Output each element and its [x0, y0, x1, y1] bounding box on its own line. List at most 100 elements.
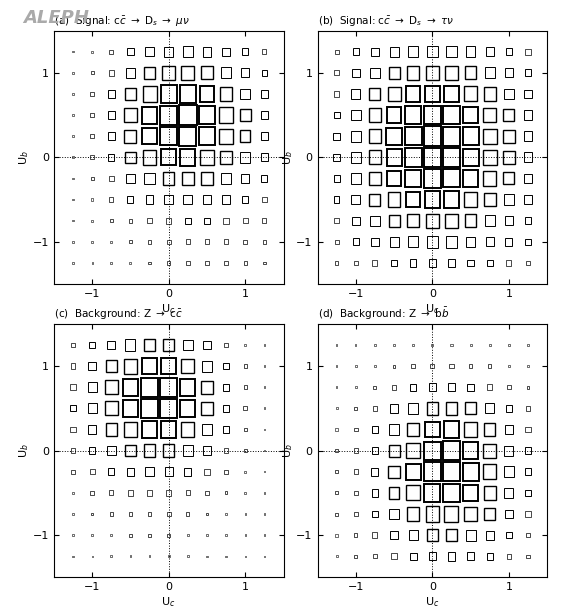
Bar: [335, 70, 339, 75]
Bar: [463, 127, 479, 145]
Bar: [408, 236, 418, 247]
Bar: [160, 378, 177, 397]
Bar: [70, 426, 75, 432]
Bar: [224, 240, 229, 244]
Bar: [426, 66, 439, 80]
Bar: [105, 401, 117, 415]
Bar: [129, 240, 132, 243]
Bar: [354, 428, 358, 431]
Bar: [407, 423, 420, 436]
Bar: [507, 385, 511, 389]
Bar: [504, 445, 514, 456]
Bar: [202, 47, 211, 57]
Bar: [126, 68, 135, 78]
Bar: [370, 88, 380, 100]
Bar: [388, 466, 400, 478]
Bar: [485, 67, 495, 78]
Bar: [161, 421, 176, 437]
Bar: [244, 513, 246, 514]
Bar: [354, 448, 358, 453]
Bar: [109, 197, 113, 202]
Bar: [205, 261, 209, 265]
Text: (c)  Background: Z $\rightarrow$ c$\bar{c}$: (c) Background: Z $\rightarrow$ c$\bar{c…: [54, 308, 183, 322]
Bar: [424, 148, 441, 167]
Bar: [336, 365, 337, 367]
Bar: [263, 240, 266, 244]
Bar: [354, 469, 358, 474]
Bar: [523, 131, 532, 141]
Bar: [373, 260, 378, 266]
Bar: [264, 513, 265, 514]
Bar: [464, 86, 477, 101]
Bar: [469, 344, 472, 346]
Bar: [223, 218, 229, 224]
Bar: [88, 362, 96, 370]
Bar: [354, 407, 357, 410]
Bar: [469, 364, 472, 368]
Bar: [143, 150, 156, 164]
Bar: [72, 156, 74, 158]
Bar: [91, 220, 93, 222]
Bar: [148, 533, 151, 536]
Bar: [90, 469, 95, 474]
Bar: [389, 487, 399, 499]
Bar: [526, 49, 531, 54]
Bar: [91, 534, 93, 536]
Bar: [370, 216, 379, 226]
Bar: [201, 172, 213, 185]
Bar: [187, 555, 189, 557]
Bar: [109, 49, 113, 54]
Bar: [424, 169, 441, 188]
Bar: [369, 129, 382, 143]
Bar: [525, 239, 531, 245]
Bar: [262, 197, 267, 202]
Bar: [185, 491, 190, 496]
Bar: [143, 444, 155, 457]
Bar: [425, 422, 439, 437]
Bar: [370, 68, 379, 78]
Bar: [505, 510, 513, 518]
Bar: [167, 533, 170, 536]
Bar: [180, 149, 195, 166]
Bar: [181, 422, 194, 437]
Bar: [129, 219, 132, 223]
Bar: [122, 400, 138, 417]
Bar: [427, 529, 438, 541]
Bar: [244, 344, 246, 346]
Bar: [223, 426, 229, 433]
Bar: [448, 383, 455, 391]
Bar: [525, 69, 531, 76]
Bar: [354, 261, 358, 265]
Bar: [264, 428, 265, 430]
Bar: [240, 130, 251, 142]
Bar: [125, 152, 136, 163]
Bar: [243, 386, 247, 389]
Bar: [424, 484, 441, 502]
Bar: [405, 148, 422, 167]
Bar: [463, 442, 479, 459]
Bar: [526, 406, 530, 411]
Bar: [91, 555, 93, 557]
Bar: [91, 71, 94, 75]
Bar: [110, 219, 113, 222]
Bar: [181, 359, 194, 373]
Bar: [106, 423, 117, 436]
Bar: [201, 381, 213, 393]
Bar: [145, 173, 155, 184]
Bar: [90, 92, 94, 96]
Bar: [179, 126, 196, 145]
Bar: [388, 214, 400, 227]
Bar: [505, 68, 513, 78]
Bar: [392, 384, 396, 390]
Bar: [164, 467, 173, 476]
Bar: [524, 90, 532, 98]
Bar: [240, 89, 250, 99]
Bar: [485, 403, 494, 413]
Bar: [371, 48, 379, 56]
Bar: [186, 512, 189, 516]
Bar: [73, 535, 74, 536]
Bar: [88, 403, 96, 413]
Bar: [203, 341, 211, 349]
Bar: [144, 338, 155, 351]
Bar: [335, 513, 338, 516]
